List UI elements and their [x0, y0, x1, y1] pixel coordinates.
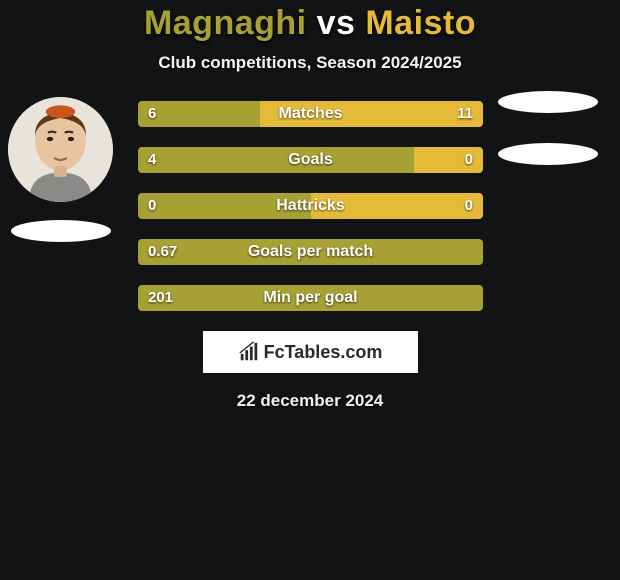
bar-segment-right: [260, 101, 483, 127]
subtitle: Club competitions, Season 2024/2025: [0, 53, 620, 73]
bar-segment-left: [138, 239, 483, 265]
bar-row: 201Min per goal: [138, 285, 483, 311]
content-area: 611Matches 40Goals 00Hattricks 0.67Goals pe…: [0, 101, 620, 411]
bar-row: 40Goals: [138, 147, 483, 173]
player2-name-pill-2: [498, 143, 598, 165]
title-player1: Magnaghi: [144, 4, 307, 42]
chart-icon: [238, 341, 260, 363]
bar-row: 0.67Goals per match: [138, 239, 483, 265]
bar-segment-left: [138, 285, 483, 311]
player2-name-pill-1: [498, 91, 598, 113]
title-vs: vs: [317, 4, 356, 42]
bar-row: 611Matches: [138, 101, 483, 127]
player1-name-pill: [11, 220, 111, 242]
avatar-icon: [8, 97, 113, 202]
logo-box[interactable]: FcTables.com: [203, 331, 418, 373]
logo-text: FcTables.com: [264, 342, 383, 363]
comparison-bars: 611Matches 40Goals 00Hattricks 0.67Goals pe…: [138, 101, 483, 311]
date-label: 22 december 2024: [10, 391, 610, 411]
bar-segment-left: [138, 101, 260, 127]
bar-segment-right: [414, 147, 483, 173]
root: Magnaghi vs Maisto Club competitions, Se…: [0, 0, 620, 411]
bar-row: 00Hattricks: [138, 193, 483, 219]
player1-column: [8, 97, 113, 242]
bar-segment-left: [138, 193, 311, 219]
player1-avatar: [8, 97, 113, 202]
bar-segment-right: [311, 193, 484, 219]
bar-segment-left: [138, 147, 414, 173]
title-player2: Maisto: [365, 4, 476, 42]
page-title: Magnaghi vs Maisto: [0, 4, 620, 43]
player2-column: [495, 97, 600, 165]
